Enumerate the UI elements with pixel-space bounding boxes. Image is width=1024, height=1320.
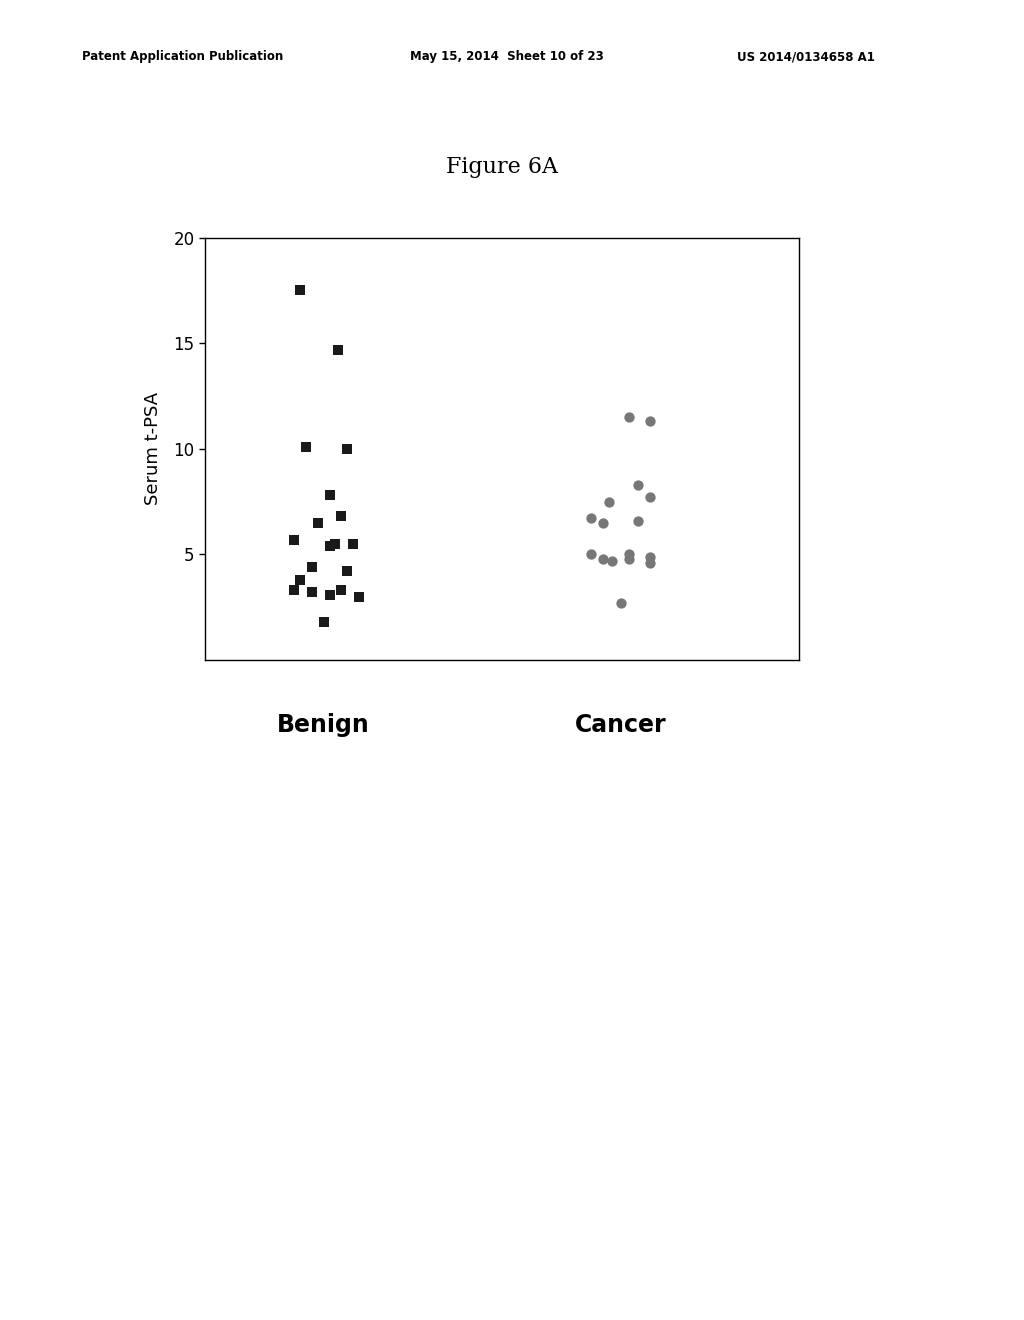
Point: [622, 544, 638, 565]
Point: [583, 508, 599, 529]
Point: [642, 552, 658, 573]
Point: [612, 593, 629, 614]
Point: [322, 484, 338, 506]
Point: [642, 411, 658, 432]
Text: Cancer: Cancer: [574, 713, 667, 737]
Point: [642, 546, 658, 568]
Text: Patent Application Publication: Patent Application Publication: [82, 50, 284, 63]
Point: [298, 436, 314, 457]
Point: [322, 536, 338, 557]
Point: [339, 561, 355, 582]
Text: May 15, 2014  Sheet 10 of 23: May 15, 2014 Sheet 10 of 23: [410, 50, 603, 63]
Point: [292, 280, 308, 301]
Point: [333, 579, 349, 601]
Point: [292, 569, 308, 590]
Point: [351, 586, 368, 607]
Point: [583, 544, 599, 565]
Point: [622, 548, 638, 569]
Point: [603, 550, 620, 572]
Text: US 2014/0134658 A1: US 2014/0134658 A1: [737, 50, 876, 63]
Point: [630, 474, 646, 495]
Point: [630, 510, 646, 531]
Point: [286, 529, 302, 550]
Point: [322, 583, 338, 605]
Point: [339, 438, 355, 459]
Point: [330, 339, 346, 360]
Point: [286, 579, 302, 601]
Point: [622, 407, 638, 428]
Point: [315, 611, 332, 632]
Point: [345, 533, 361, 554]
Text: Figure 6A: Figure 6A: [445, 156, 558, 178]
Point: [328, 533, 344, 554]
Y-axis label: Serum t-PSA: Serum t-PSA: [144, 392, 162, 506]
Point: [600, 491, 616, 512]
Point: [595, 548, 611, 569]
Point: [303, 557, 319, 578]
Text: Benign: Benign: [278, 713, 370, 737]
Point: [309, 512, 326, 533]
Point: [303, 582, 319, 603]
Point: [595, 512, 611, 533]
Point: [333, 506, 349, 527]
Point: [642, 487, 658, 508]
